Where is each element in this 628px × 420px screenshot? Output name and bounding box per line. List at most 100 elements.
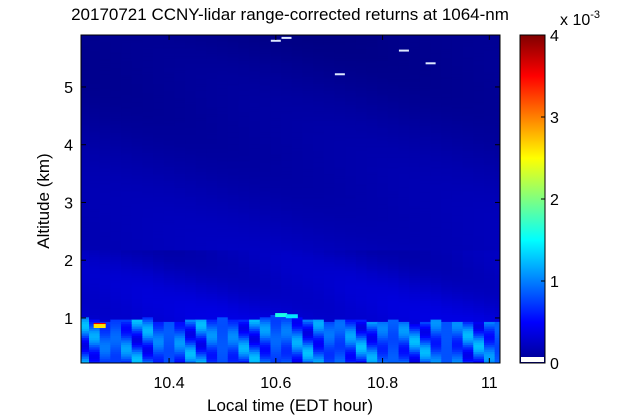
heatmap-cell: [131, 339, 143, 343]
heatmap-cell: [323, 55, 336, 59]
heatmap-cell: [398, 178, 410, 182]
heatmap-cell: [249, 157, 261, 161]
heatmap-cell: [270, 166, 282, 170]
heatmap-cell: [441, 67, 453, 71]
heatmap-cell: [355, 226, 368, 230]
heatmap-cell: [377, 222, 389, 225]
heatmap-cell: [313, 291, 325, 295]
heatmap-cell: [174, 145, 186, 149]
heatmap-cell: [377, 261, 389, 265]
heatmap-cell: [89, 307, 101, 311]
heatmap-cell: [355, 222, 368, 225]
heatmap-cell: [153, 212, 165, 216]
heatmap-cell: [441, 252, 453, 255]
heatmap-cell: [441, 235, 453, 239]
heatmap-cell: [387, 78, 400, 82]
heatmap-cell: [259, 235, 271, 239]
heatmap-cell: [302, 120, 314, 124]
heatmap-cell: [99, 296, 111, 299]
heatmap-cell: [99, 48, 111, 52]
heatmap-cell: [259, 108, 271, 112]
heatmap-cell: [206, 99, 218, 103]
heatmap-cell: [409, 254, 421, 258]
heatmap-cell: [302, 74, 314, 78]
heatmap-cell: [270, 339, 282, 343]
heatmap-cell: [249, 203, 261, 207]
heatmap-cell: [355, 35, 368, 38]
heatmap-cell: [217, 48, 229, 52]
heatmap-cell: [217, 65, 229, 68]
heatmap-cell: [227, 99, 239, 103]
heatmap-cell: [249, 122, 261, 126]
heatmap-cell: [409, 302, 421, 306]
heatmap-cell: [110, 321, 122, 325]
heatmap-cell: [430, 194, 442, 198]
heatmap-cell: [131, 115, 143, 119]
heatmap-cell: [89, 265, 101, 269]
heatmap-cell: [217, 143, 229, 147]
heatmap-cell: [334, 159, 346, 163]
heatmap-cell: [281, 187, 293, 191]
heatmap-cell: [227, 67, 239, 71]
heatmap-cell: [334, 194, 346, 198]
heatmap-cell: [153, 88, 165, 91]
heatmap-cell: [238, 203, 250, 207]
heatmap-cell: [419, 286, 432, 290]
heatmap-cell: [217, 307, 229, 311]
heatmap-cell: [131, 101, 143, 105]
heatmap-cell: [227, 254, 239, 258]
heatmap-cell: [441, 328, 453, 332]
heatmap-cell: [313, 305, 325, 309]
heatmap-cell: [419, 312, 432, 315]
heatmap-cell: [142, 300, 154, 304]
heatmap-cell: [185, 282, 197, 285]
heatmap-cell: [185, 37, 197, 41]
heatmap-cell: [217, 111, 229, 115]
heatmap-cell: [387, 106, 400, 110]
heatmap-cell: [153, 265, 165, 269]
heatmap-cell: [163, 155, 175, 158]
heatmap-cell: [249, 187, 261, 191]
heatmap-cell: [227, 192, 239, 195]
heatmap-cell: [142, 180, 154, 184]
heatmap-cell: [398, 95, 410, 98]
heatmap-cell: [345, 205, 357, 209]
heatmap-cell: [185, 296, 197, 299]
heatmap-cell: [259, 296, 271, 299]
heatmap-cell: [185, 132, 197, 135]
heatmap-cell: [131, 39, 143, 43]
heatmap-cell: [238, 245, 250, 249]
heatmap-cell: [163, 256, 175, 260]
heatmap-cell: [81, 291, 90, 295]
heatmap-cell: [334, 122, 346, 126]
heatmap-cell: [355, 185, 368, 188]
heatmap-cell: [249, 289, 261, 292]
heatmap-cell: [323, 275, 336, 279]
heatmap-cell: [291, 192, 304, 195]
heatmap-cell: [238, 178, 250, 182]
heatmap-cell: [185, 233, 197, 237]
heatmap-cell: [217, 201, 229, 205]
heatmap-cell: [238, 65, 250, 68]
heatmap-cell: [238, 279, 250, 283]
heatmap-cell: [206, 360, 218, 363]
heatmap-cell: [345, 289, 357, 292]
heatmap-cell: [227, 48, 239, 52]
heatmap-cell: [334, 185, 346, 188]
heatmap-cell: [249, 152, 261, 156]
heatmap-cell: [206, 203, 218, 207]
heatmap-cell: [259, 185, 271, 188]
heatmap-cell: [409, 319, 421, 322]
heatmap-cell: [206, 339, 218, 343]
heatmap-cell: [334, 141, 346, 145]
heatmap-cell: [398, 356, 410, 359]
heatmap-cell: [227, 35, 239, 38]
heatmap-cell: [334, 106, 346, 110]
heatmap-cell: [334, 286, 346, 290]
heatmap-cell: [334, 81, 346, 85]
heatmap-cell: [259, 155, 271, 158]
heatmap-cell: [334, 238, 346, 242]
heatmap-cell: [387, 108, 400, 112]
heatmap-cell: [377, 342, 389, 346]
heatmap-cell: [398, 316, 410, 320]
